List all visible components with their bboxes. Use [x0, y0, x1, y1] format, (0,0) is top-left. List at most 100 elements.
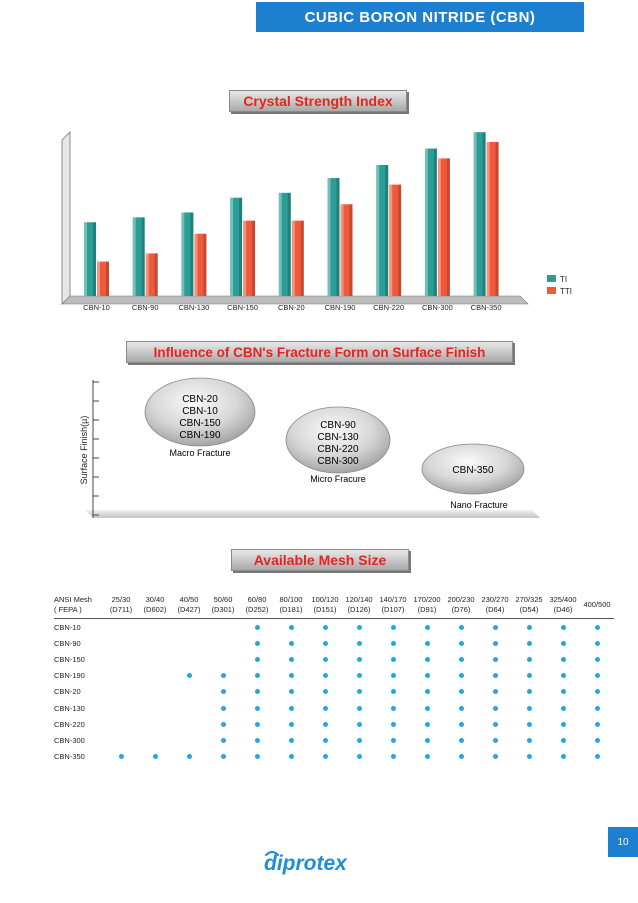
mesh-cell [376, 635, 410, 651]
mesh-fepa-size: (D91) [417, 605, 437, 614]
mesh-cell [512, 635, 546, 651]
availability-dot [492, 624, 498, 630]
fracture-form-title: Influence of CBN's Fracture Form on Surf… [126, 341, 513, 363]
bar-ti-cbn-220 [376, 164, 389, 296]
legend-swatch-tti [547, 287, 556, 294]
availability-dot [220, 673, 226, 679]
mesh-cell [376, 749, 410, 765]
mesh-cell [546, 635, 580, 651]
availability-dot [288, 640, 294, 646]
mesh-fepa-size: (D107) [381, 605, 405, 614]
availability-dot [492, 705, 498, 711]
mesh-cell [410, 732, 444, 748]
bar-highlight [181, 212, 185, 296]
availability-dot [526, 754, 532, 760]
bar-tti-cbn-220 [389, 184, 402, 296]
availability-dot [458, 624, 464, 630]
bar-shade [495, 142, 499, 296]
bar-highlight [486, 142, 490, 296]
mesh-cell [580, 732, 614, 748]
bar-ti-cbn-150 [230, 197, 243, 296]
availability-dot [390, 705, 396, 711]
mesh-cell [580, 619, 614, 636]
bar-highlight [473, 132, 477, 296]
mesh-cell [308, 684, 342, 700]
availability-dot [526, 689, 532, 695]
availability-dot [424, 673, 430, 679]
availability-dot [526, 673, 532, 679]
mesh-column-header: 170/200 (D91) [410, 592, 444, 619]
availability-dot [220, 705, 226, 711]
mesh-cell [172, 635, 206, 651]
mesh-cell [376, 700, 410, 716]
mesh-cell [410, 651, 444, 667]
availability-dot [322, 656, 328, 662]
availability-dot [390, 737, 396, 743]
mesh-cell [138, 635, 172, 651]
availability-dot [254, 689, 260, 695]
mesh-cell [274, 684, 308, 700]
mesh-cell [410, 684, 444, 700]
mesh-cell [138, 700, 172, 716]
mesh-row-grade: CBN-10 [54, 622, 81, 632]
availability-dot [220, 689, 226, 695]
bar-shade [239, 197, 243, 296]
x-tick-label: CBN-350 [471, 303, 502, 312]
x-tick-label: CBN-300 [422, 303, 453, 312]
mesh-cell [546, 732, 580, 748]
mesh-cell [138, 668, 172, 684]
crystal-strength-chart: CBN-10 CBN-90 CBN-130 CBN-150 CBN-20 CBN-190 C… [61, 131, 572, 312]
mesh-cell [104, 732, 138, 748]
mesh-column-header: 30/40 (D602) [138, 592, 172, 619]
availability-dot [322, 754, 328, 760]
mesh-cell [342, 684, 376, 700]
mesh-cell [206, 668, 240, 684]
availability-dot [254, 737, 260, 743]
bar-highlight [437, 158, 441, 296]
availability-dot [390, 754, 396, 760]
mesh-column-header: 270/325 (D54) [512, 592, 546, 619]
mesh-column-header: 40/50 (D427) [172, 592, 206, 619]
mesh-column-header: 120/140 (D126) [342, 592, 376, 619]
mesh-cell [104, 619, 138, 636]
bar-tti-cbn-150 [243, 220, 256, 296]
logo-arc-icon [264, 850, 280, 857]
availability-dot [356, 624, 362, 630]
mesh-cell [206, 716, 240, 732]
availability-dot [356, 673, 362, 679]
bar-shade [190, 212, 194, 296]
mesh-header-row: ANSI Mesh ( FEPA ) 25/30 (D711) 30/40 (D602… [54, 592, 614, 619]
availability-dot [492, 754, 498, 760]
availability-dot [322, 721, 328, 727]
mesh-cell [512, 684, 546, 700]
mesh-cell [478, 684, 512, 700]
mesh-cell [410, 635, 444, 651]
availability-dot [390, 689, 396, 695]
availability-dot [492, 737, 498, 743]
mesh-ansi-size: 80/100 [279, 595, 303, 604]
availability-dot [458, 721, 464, 727]
availability-dot [458, 640, 464, 646]
mesh-cell [274, 635, 308, 651]
mesh-fepa-size: (D602) [143, 605, 167, 614]
mesh-cell [342, 668, 376, 684]
availability-dot [322, 705, 328, 711]
mesh-cell [240, 651, 274, 667]
page-number: 10 [608, 827, 638, 857]
mesh-cell [512, 700, 546, 716]
mesh-cell [342, 635, 376, 651]
macro-grade: CBN-20 [182, 394, 218, 405]
availability-dot [186, 673, 192, 679]
bar-ti-cbn-350 [473, 132, 486, 296]
mesh-cell [342, 700, 376, 716]
mesh-cell [478, 716, 512, 732]
mesh-cell [410, 716, 444, 732]
mesh-cell [240, 684, 274, 700]
fracture-axis-ticks [93, 381, 99, 516]
bar-shade [433, 148, 437, 296]
availability-dot [288, 689, 294, 695]
availability-dot [220, 721, 226, 727]
mesh-cell [376, 619, 410, 636]
mesh-cell [172, 732, 206, 748]
mesh-cell [580, 716, 614, 732]
